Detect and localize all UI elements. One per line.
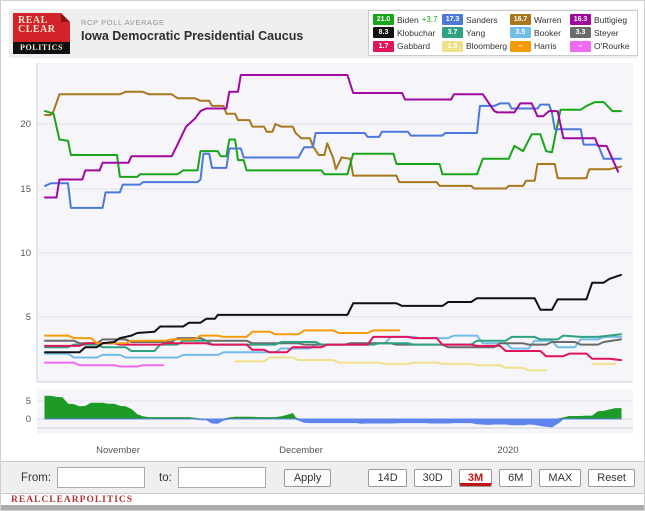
- legend-item-harris[interactable]: – Harris: [510, 40, 570, 53]
- legend-item-yang[interactable]: 3.7 Yang: [442, 26, 510, 39]
- spread-plot-background: [37, 389, 633, 434]
- range-6m-button[interactable]: 6M: [499, 468, 533, 487]
- legend-badge-gabbard: 1.7: [373, 40, 394, 52]
- ytick-5: 5: [26, 312, 31, 323]
- range-reset-button[interactable]: Reset: [588, 468, 635, 487]
- spread-area-negative: [45, 418, 621, 428]
- legend-badge-orourke: –: [570, 40, 591, 52]
- legend-item-buttigieg[interactable]: 16.3 Buttigieg: [570, 13, 637, 26]
- legend-item-steyer[interactable]: 3.3 Steyer: [570, 26, 637, 39]
- range-3m-button[interactable]: 3M: [458, 468, 493, 487]
- legend-badge-harris: –: [510, 40, 531, 52]
- spread-areas: [44, 395, 622, 428]
- legend-name-orourke: O'Rourke: [594, 41, 630, 52]
- legend-badge-klobuchar: 8.3: [373, 27, 394, 39]
- legend-item-biden[interactable]: 21.0 Biden +3.7: [373, 13, 442, 26]
- ytick-10: 10: [20, 248, 31, 259]
- series-line-warren: [44, 90, 622, 190]
- legend-name-warren: Warren: [534, 14, 562, 25]
- range-14d-button[interactable]: 14D: [368, 468, 407, 487]
- header: REAL CLEAR POLITICS RCP POLL AVERAGE Iow…: [9, 9, 638, 58]
- series-lines: [44, 74, 622, 372]
- legend-item-orourke[interactable]: – O'Rourke: [570, 40, 637, 53]
- xlabel-december: December: [279, 445, 323, 456]
- from-date-input[interactable]: [57, 467, 146, 488]
- spread-ytick-5: 5: [26, 396, 31, 407]
- legend-badge-biden: 21.0: [373, 14, 394, 26]
- legend-item-warren[interactable]: 16.7 Warren: [510, 13, 570, 26]
- to-date-input[interactable]: [177, 467, 266, 488]
- series-line-buttigieg: [44, 74, 620, 199]
- legend-item-gabbard[interactable]: 1.7 Gabbard: [373, 40, 442, 53]
- legend-name-klobuchar: Klobuchar: [397, 27, 436, 38]
- series-line-biden: [44, 101, 622, 178]
- legend-item-klobuchar[interactable]: 8.3 Klobuchar: [373, 26, 442, 39]
- series-line-klobuchar: [44, 273, 622, 354]
- series-line-sanders: [44, 102, 622, 209]
- series-line-orourke: [44, 361, 165, 368]
- from-label: From:: [21, 471, 52, 484]
- legend-badge-bloomberg: 1.5: [442, 40, 463, 52]
- legend-badge-warren: 16.7: [510, 14, 531, 26]
- xlabel-2020: 2020: [497, 445, 518, 456]
- legend-item-bloomberg[interactable]: 1.5 Bloomberg: [442, 40, 510, 53]
- range-30d-button[interactable]: 30D: [413, 468, 452, 487]
- series-line-bloomberg: [234, 356, 548, 372]
- legend-name-bloomberg: Bloomberg: [466, 41, 508, 52]
- legend-badge-buttigieg: 16.3: [570, 14, 591, 26]
- to-label: to:: [159, 471, 172, 484]
- ytick-20: 20: [20, 119, 31, 130]
- series-line-yang: [44, 333, 622, 352]
- realclearpolitics-brand: REALCLEARPOLITICS: [11, 495, 134, 505]
- range-buttons: 14D 30D 3M 6M MAX Reset: [368, 468, 635, 487]
- logo-line-clear: CLEAR: [18, 24, 56, 35]
- xlabel-november: November: [96, 445, 140, 456]
- kicker: RCP POLL AVERAGE: [81, 18, 165, 27]
- poll-trend-chart: 20 15 10 5 5 0 November December 2020: [20, 63, 633, 456]
- ytick-15: 15: [20, 184, 31, 195]
- logo-line-real: REAL: [18, 15, 48, 26]
- rcp-logo-text: REAL CLEAR: [13, 13, 70, 34]
- legend-item-sanders[interactable]: 17.3 Sanders: [442, 13, 510, 26]
- range-max-button[interactable]: MAX: [539, 468, 582, 487]
- legend: 21.0 Biden +3.7 17.3 Sanders 16.7 Warren…: [368, 10, 638, 56]
- bottom-strip: [1, 505, 644, 510]
- spread-ytick-0: 0: [26, 414, 31, 425]
- legend-badge-sanders: 17.3: [442, 14, 463, 26]
- legend-name-steyer: Steyer: [594, 27, 619, 38]
- rcp-logo: REAL CLEAR POLITICS: [13, 13, 70, 54]
- logo-line-politics: POLITICS: [13, 42, 70, 54]
- logo-fold-corner: [61, 13, 70, 22]
- main-plot-background: [37, 63, 633, 382]
- apply-button[interactable]: Apply: [283, 468, 332, 487]
- legend-name-biden: Biden: [397, 14, 419, 25]
- legend-badge-steyer: 3.3: [570, 27, 591, 39]
- legend-name-buttigieg: Buttigieg: [594, 14, 628, 25]
- legend-name-gabbard: Gabbard: [397, 41, 431, 52]
- series-line-harris: [44, 329, 401, 345]
- legend-name-sanders: Sanders: [466, 14, 498, 25]
- legend-name-yang: Yang: [466, 27, 486, 38]
- legend-badge-booker: 3.5: [510, 27, 531, 39]
- legend-badge-yang: 3.7: [442, 27, 463, 39]
- legend-change-biden: +3.7: [421, 15, 438, 25]
- legend-item-booker[interactable]: 3.5 Booker: [510, 26, 570, 39]
- date-range-controls: From: to: Apply 14D 30D 3M 6M MAX Reset: [1, 461, 644, 494]
- legend-name-booker: Booker: [534, 27, 561, 38]
- legend-name-harris: Harris: [534, 41, 557, 52]
- page-title: Iowa Democratic Presidential Caucus: [81, 29, 304, 43]
- series-line-gabbard: [44, 335, 622, 362]
